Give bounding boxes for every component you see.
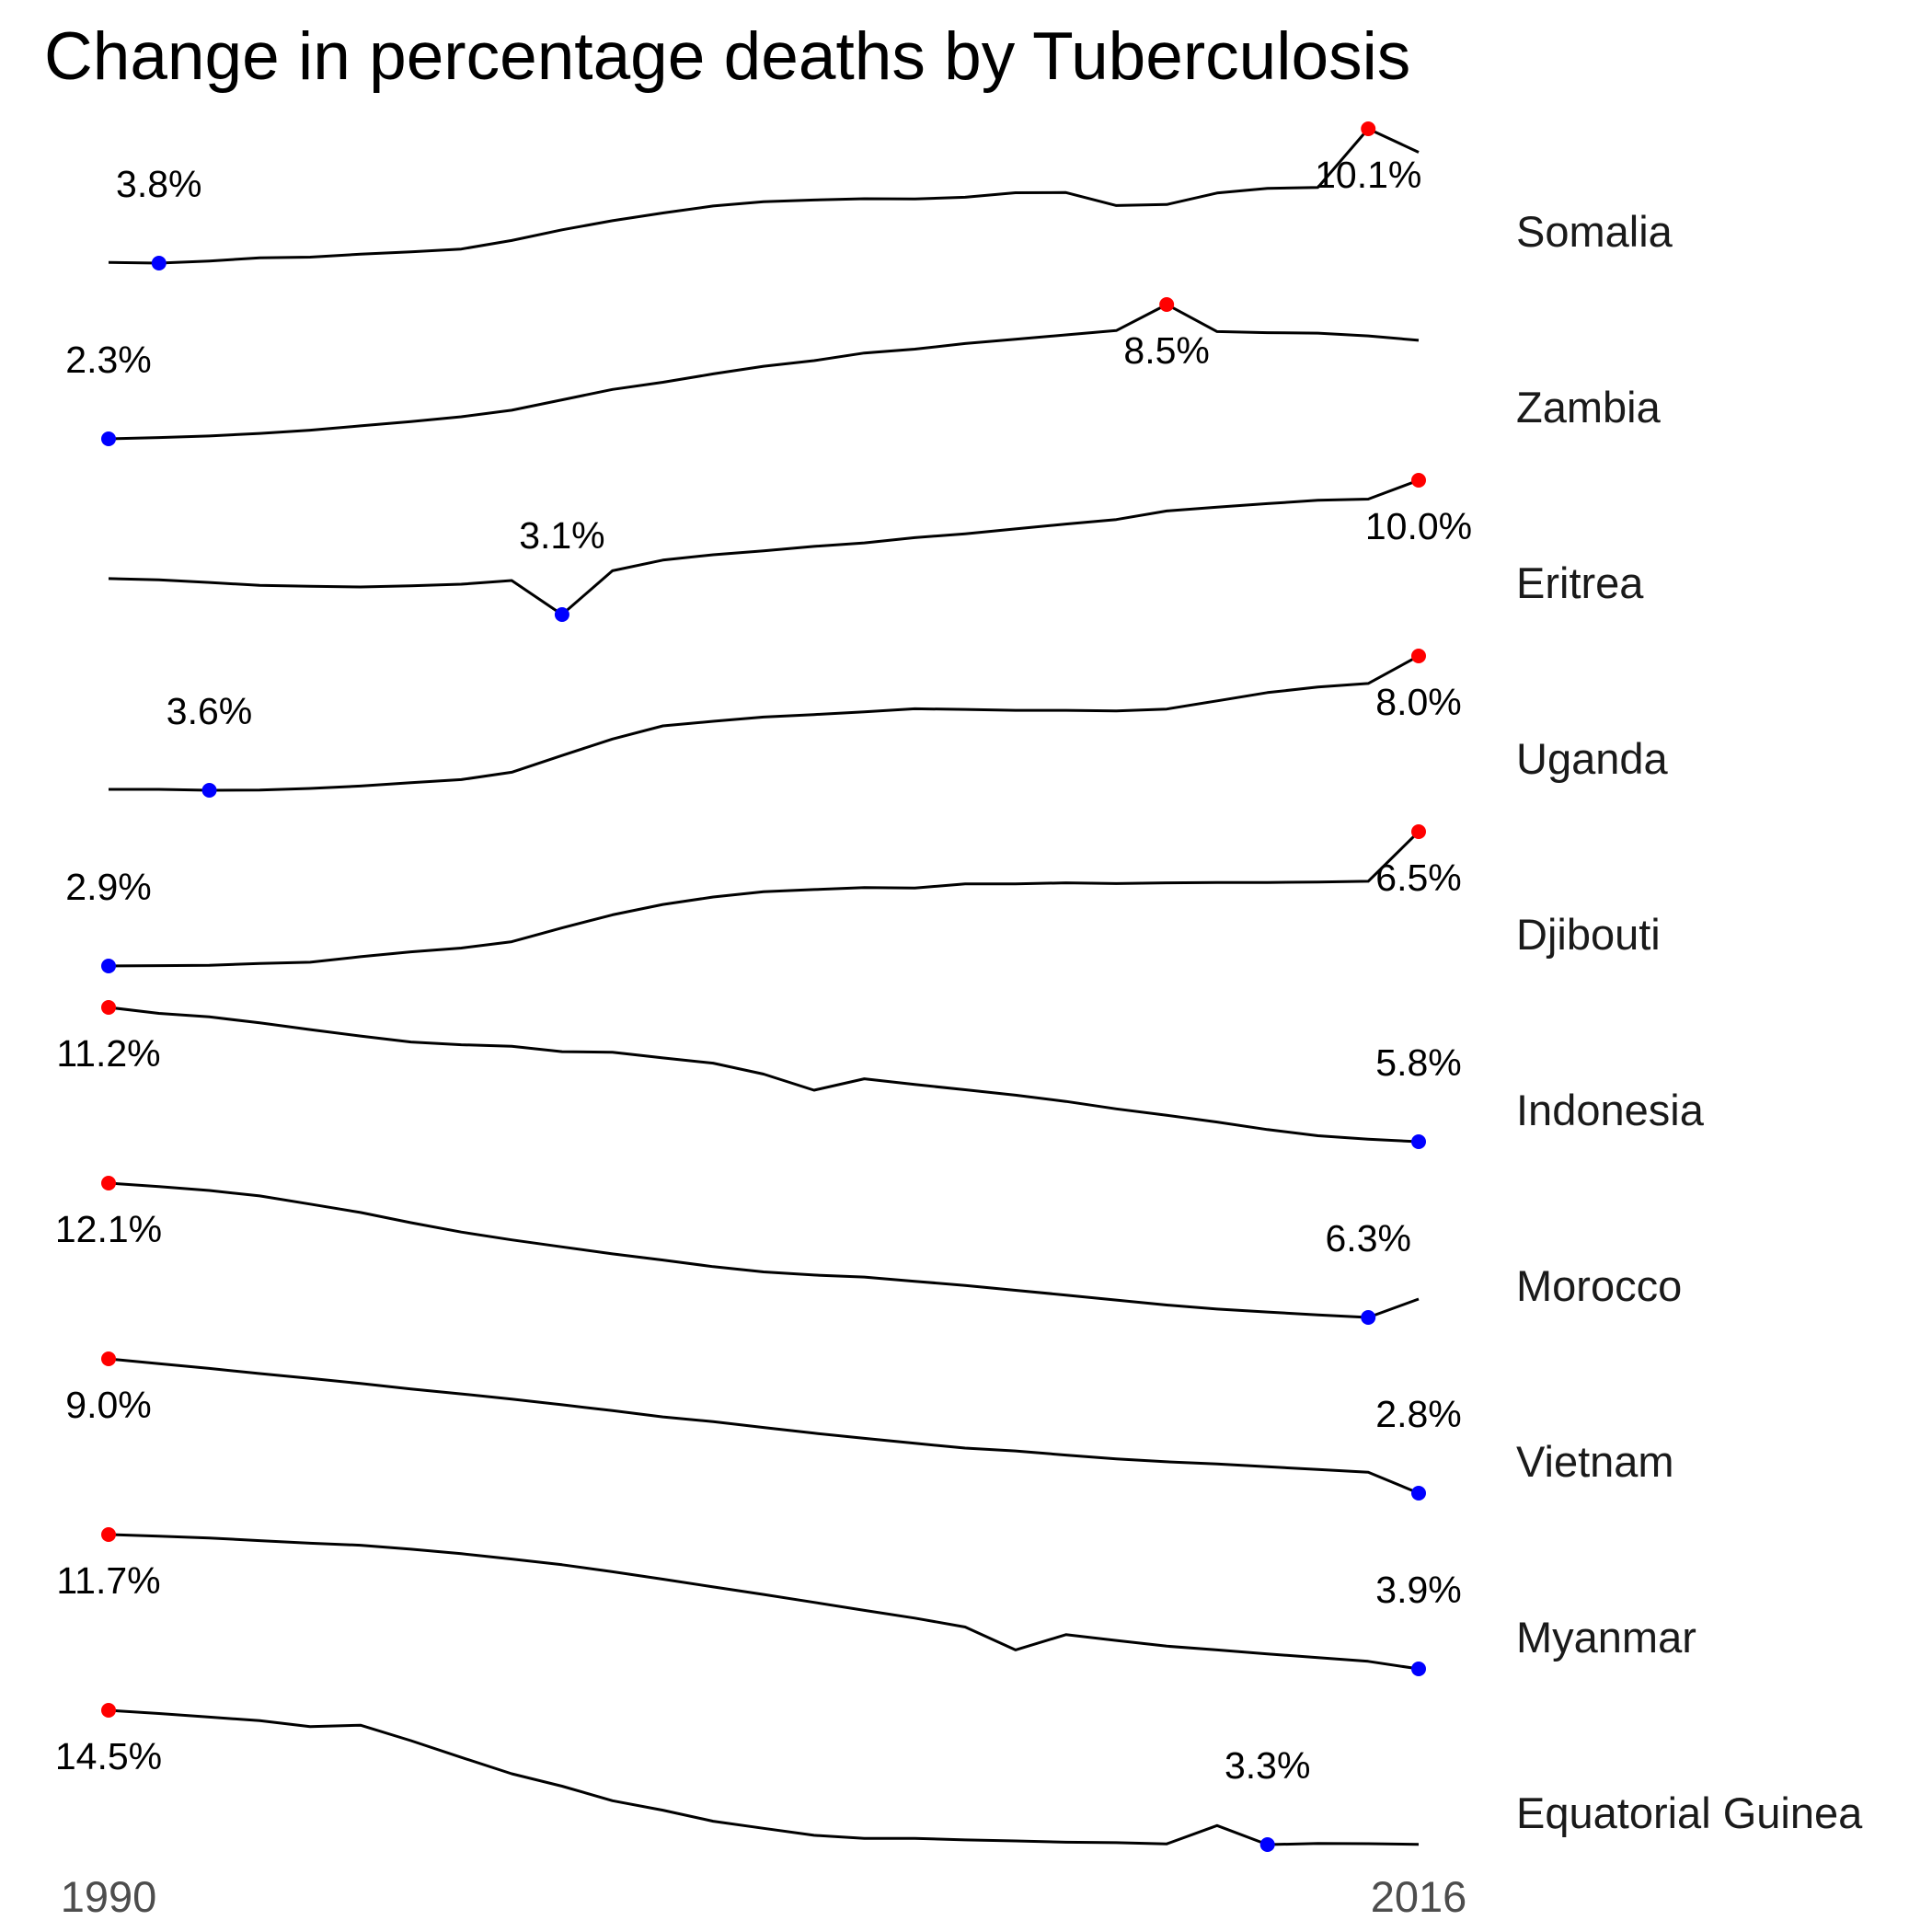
max-point-eritrea	[1411, 473, 1426, 488]
max-label-vietnam: 9.0%	[65, 1384, 151, 1426]
series-line-indonesia	[108, 1006, 1420, 1144]
min-point-indonesia	[1411, 1134, 1426, 1149]
min-point-uganda	[201, 783, 217, 798]
max-point-morocco	[101, 1176, 116, 1190]
min-label-morocco: 6.3%	[1326, 1217, 1411, 1259]
min-label-vietnam: 2.8%	[1375, 1393, 1461, 1435]
series-myanmar: 3.9% 11.7% Myanmar	[56, 1527, 1696, 1676]
min-label-djibouti: 2.9%	[65, 866, 151, 908]
min-label-indonesia: 5.8%	[1375, 1041, 1461, 1084]
country-label-somalia: Somalia	[1516, 207, 1673, 256]
min-point-vietnam	[1411, 1486, 1426, 1501]
max-label-uganda: 8.0%	[1375, 681, 1461, 723]
series-djibouti: 2.9% 6.5% Djibouti	[65, 824, 1661, 973]
max-label-indonesia: 11.2%	[56, 1032, 160, 1075]
series-morocco: 6.3% 12.1% Morocco	[55, 1176, 1682, 1325]
country-label-uganda: Uganda	[1516, 734, 1668, 783]
max-point-uganda	[1411, 649, 1426, 663]
min-point-eritrea	[554, 607, 569, 622]
min-label-eritrea: 3.1%	[519, 514, 604, 557]
country-label-equatorial-guinea: Equatorial Guinea	[1516, 1788, 1863, 1837]
series-line-equatorial-guinea	[108, 1708, 1420, 1846]
series-line-uganda	[109, 654, 1420, 792]
country-label-zambia: Zambia	[1516, 383, 1662, 431]
min-point-somalia	[151, 256, 167, 270]
min-label-equatorial-guinea: 3.3%	[1225, 1744, 1310, 1787]
min-point-myanmar	[1411, 1662, 1426, 1676]
max-point-indonesia	[101, 1000, 116, 1015]
max-point-myanmar	[101, 1527, 116, 1542]
series-eritrea: 3.1% 10.0% Eritrea	[108, 473, 1644, 622]
country-label-indonesia: Indonesia	[1516, 1086, 1705, 1134]
series-vietnam: 2.8% 9.0% Vietnam	[65, 1351, 1674, 1501]
min-point-djibouti	[101, 959, 116, 973]
series-line-vietnam	[108, 1357, 1420, 1495]
series-zambia: 2.3% 8.5% Zambia	[65, 297, 1662, 446]
series-line-zambia	[108, 303, 1420, 441]
max-label-equatorial-guinea: 14.5%	[55, 1735, 162, 1777]
max-point-vietnam	[101, 1351, 116, 1366]
max-label-morocco: 12.1%	[55, 1208, 162, 1250]
min-point-morocco	[1361, 1310, 1376, 1325]
series-line-myanmar	[108, 1533, 1420, 1671]
max-label-myanmar: 11.7%	[56, 1559, 160, 1602]
country-label-djibouti: Djibouti	[1516, 910, 1661, 959]
min-point-zambia	[101, 431, 116, 446]
series-equatorial-guinea: 3.3% 14.5% Equatorial Guinea	[55, 1703, 1863, 1852]
max-label-somalia: 10.1%	[1315, 154, 1421, 196]
series-somalia: 3.8% 10.1% Somalia	[108, 121, 1673, 270]
series-uganda: 3.6% 8.0% Uganda	[109, 649, 1668, 798]
country-label-myanmar: Myanmar	[1516, 1613, 1696, 1662]
series-line-somalia	[108, 127, 1420, 265]
max-label-zambia: 8.5%	[1123, 329, 1209, 372]
series-line-morocco	[108, 1181, 1420, 1319]
country-label-eritrea: Eritrea	[1516, 558, 1644, 607]
min-label-zambia: 2.3%	[65, 339, 151, 381]
max-point-zambia	[1159, 297, 1175, 312]
min-label-somalia: 3.8%	[116, 163, 201, 205]
max-point-somalia	[1361, 121, 1376, 136]
chart-title: Change in percentage deaths by Tuberculo…	[44, 19, 1410, 94]
series-indonesia: 5.8% 11.2% Indonesia	[56, 1000, 1705, 1149]
country-label-vietnam: Vietnam	[1516, 1437, 1674, 1486]
min-point-equatorial-guinea	[1259, 1837, 1275, 1852]
min-label-uganda: 3.6%	[167, 690, 252, 732]
series-line-djibouti	[108, 830, 1420, 968]
series-line-eritrea	[108, 478, 1420, 616]
series-layer: 3.8% 10.1% Somalia 2.3% 8.5% Zambia 3.1% 10.0% E…	[55, 121, 1863, 1852]
max-label-djibouti: 6.5%	[1375, 857, 1461, 899]
max-point-djibouti	[1411, 824, 1426, 839]
x-axis-start-label: 1990	[61, 1872, 157, 1921]
x-axis-end-label: 2016	[1371, 1872, 1467, 1921]
min-label-myanmar: 3.9%	[1375, 1569, 1461, 1611]
country-label-morocco: Morocco	[1516, 1261, 1682, 1310]
max-point-equatorial-guinea	[101, 1703, 116, 1718]
max-label-eritrea: 10.0%	[1365, 505, 1472, 547]
